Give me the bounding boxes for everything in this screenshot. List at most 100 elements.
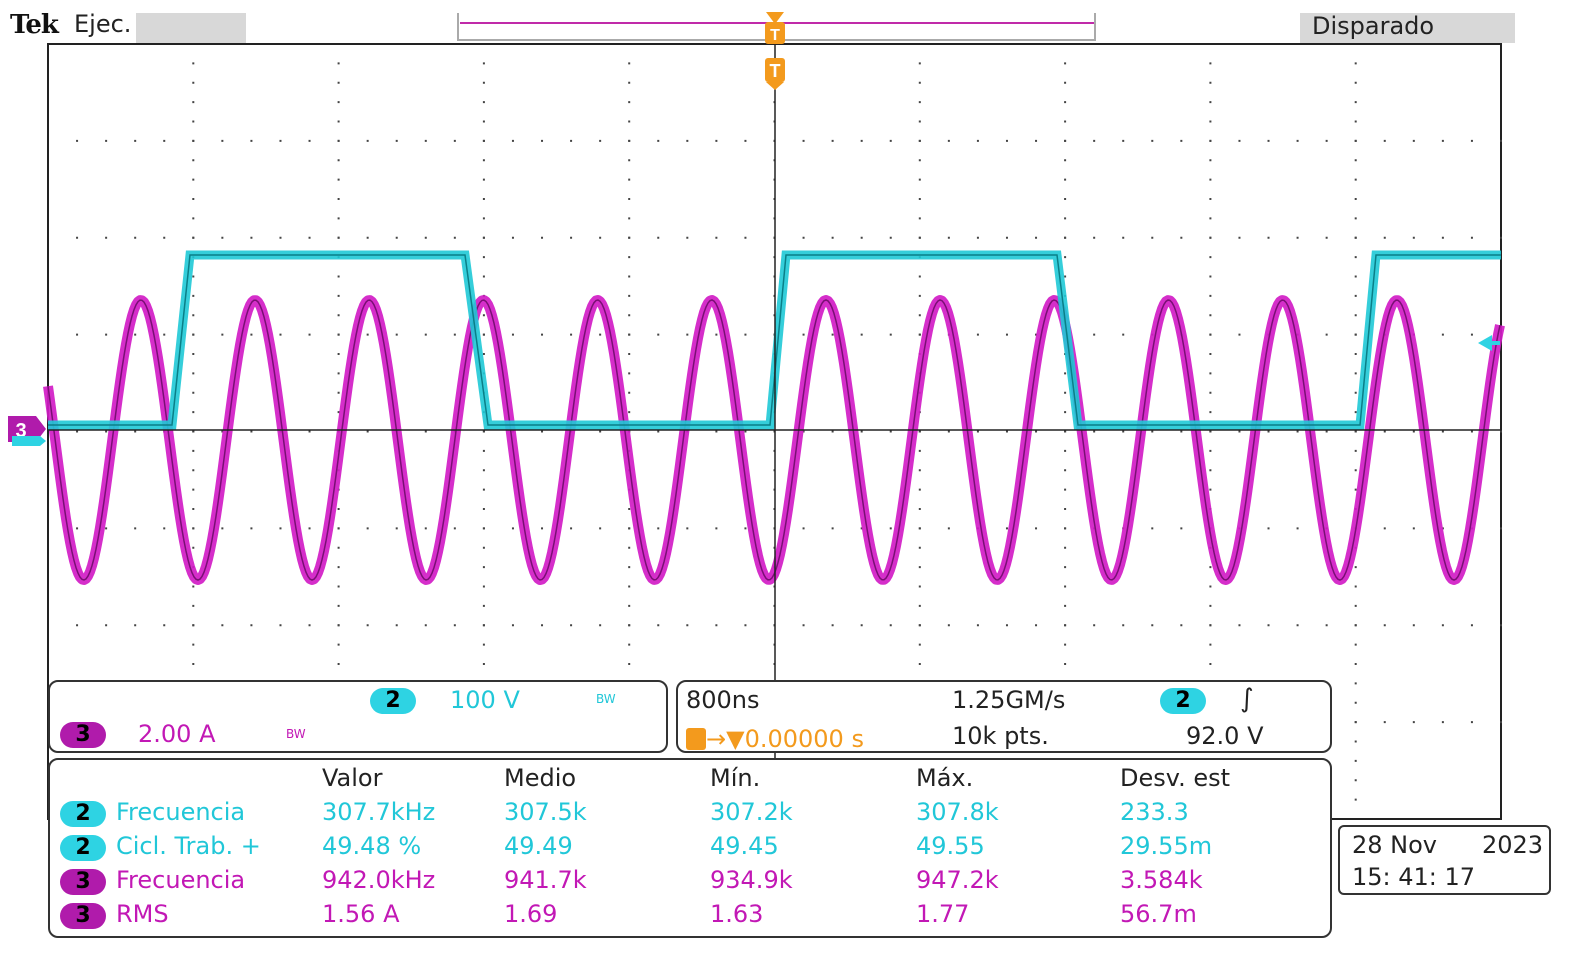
grid-dot bbox=[1354, 488, 1357, 491]
grid-dot bbox=[918, 101, 921, 104]
grid-dot bbox=[482, 469, 485, 472]
grid-dot bbox=[1064, 139, 1067, 142]
grid-dot bbox=[599, 333, 602, 336]
grid-dot bbox=[192, 546, 195, 549]
measurement-row[interactable]: 2 Frecuencia 307.7kHz 307.5k 307.2k 307.… bbox=[50, 798, 1330, 832]
grid-dot bbox=[1209, 566, 1212, 569]
grid-dot bbox=[802, 527, 805, 530]
grid-dot bbox=[337, 508, 340, 510]
grid-dot bbox=[1180, 430, 1183, 433]
grid-dot bbox=[860, 236, 863, 239]
grid-dot bbox=[250, 527, 253, 530]
grid-dot bbox=[1354, 101, 1357, 104]
grid-dot bbox=[1209, 139, 1212, 142]
grid-dot bbox=[918, 604, 921, 607]
trigger-level-marker-tail bbox=[1486, 341, 1500, 345]
grid-dot bbox=[1122, 139, 1125, 142]
horizontal-readout[interactable]: 800ns 1.25GM/s 2 ∫ →▼0.00000 s 10k pts. … bbox=[676, 680, 1332, 753]
grid-dot bbox=[1180, 624, 1183, 627]
grid-dot bbox=[1354, 740, 1357, 743]
measurement-stddev: 29.55m bbox=[1120, 832, 1213, 860]
grid-dot bbox=[744, 236, 747, 239]
grid-dot bbox=[1035, 624, 1038, 627]
grid-dot bbox=[192, 159, 195, 162]
grid-dot bbox=[192, 236, 195, 239]
grid-dot bbox=[918, 585, 921, 588]
grid-dot bbox=[221, 139, 224, 142]
ch2-waveform-core bbox=[48, 254, 1501, 426]
status-panel bbox=[136, 13, 246, 43]
grid-dot bbox=[541, 527, 544, 530]
trigger-position-marker[interactable]: T T bbox=[765, 12, 785, 90]
grid-dot bbox=[1064, 469, 1067, 472]
measurement-row[interactable]: 3 RMS 1.56 A 1.69 1.63 1.77 56.7m bbox=[50, 900, 1330, 934]
date-label: 28 Nov bbox=[1352, 831, 1438, 859]
grid-dot bbox=[599, 527, 602, 530]
grid-dot bbox=[76, 430, 79, 433]
measurement-row[interactable]: 2 Cicl. Trab. + 49.48 % 49.49 49.45 49.5… bbox=[50, 832, 1330, 866]
grid-dot bbox=[1354, 798, 1357, 801]
grid-dot bbox=[453, 139, 456, 142]
grid-dot bbox=[1035, 139, 1038, 142]
grid-dot bbox=[163, 139, 166, 142]
grid-dot bbox=[1354, 353, 1357, 355]
grid-dot bbox=[1064, 604, 1067, 607]
grid-dot bbox=[1238, 236, 1241, 239]
grid-dot bbox=[1209, 236, 1212, 239]
trigger-source-badge[interactable]: 2 bbox=[1160, 688, 1206, 714]
grid-dot bbox=[192, 372, 195, 375]
ch2-ground-marker[interactable] bbox=[12, 436, 46, 446]
grid-dot bbox=[395, 624, 398, 627]
grid-dot bbox=[1500, 527, 1502, 530]
channel-badge: 2 bbox=[60, 801, 106, 827]
grid-dot bbox=[1209, 372, 1212, 375]
grid-dot bbox=[860, 430, 863, 433]
grid-dot bbox=[889, 236, 892, 239]
grid-dot bbox=[744, 139, 747, 142]
grid-dot bbox=[976, 139, 979, 142]
grid-dot bbox=[1354, 178, 1357, 181]
grid-dot bbox=[918, 566, 921, 569]
grid-dot bbox=[308, 527, 311, 530]
grid-dot bbox=[715, 139, 718, 142]
grid-dot bbox=[628, 566, 631, 569]
grid-dot bbox=[192, 120, 195, 123]
ch3-badge[interactable]: 3 bbox=[60, 722, 106, 748]
grid-dot bbox=[1470, 721, 1473, 724]
ch3-scale: 2.00 A bbox=[138, 720, 216, 748]
grid-dot bbox=[337, 275, 340, 278]
grid-dot bbox=[628, 101, 631, 104]
grid-dot bbox=[192, 469, 195, 472]
grid-dot bbox=[482, 624, 485, 627]
record-length: 10k pts. bbox=[952, 722, 1049, 750]
measurement-table[interactable]: Valor Medio Mín. Máx. Desv. est 2 Frecue… bbox=[48, 758, 1332, 938]
grid-dot bbox=[918, 81, 921, 84]
ch2-badge[interactable]: 2 bbox=[370, 688, 416, 714]
grid-dot bbox=[1412, 527, 1415, 530]
grid-dot bbox=[1064, 217, 1067, 220]
grid-dot bbox=[482, 236, 485, 239]
grid-dot bbox=[221, 527, 224, 530]
grid-dot bbox=[395, 236, 398, 239]
grid-dot bbox=[1354, 411, 1357, 414]
measurement-row[interactable]: 3 Frecuencia 942.0kHz 941.7k 934.9k 947.… bbox=[50, 866, 1330, 900]
grid-dot bbox=[482, 585, 485, 588]
grid-dot bbox=[337, 527, 340, 530]
measurement-mean: 49.49 bbox=[504, 832, 573, 860]
measurement-value: 307.7kHz bbox=[322, 798, 436, 826]
svg-text:T: T bbox=[770, 27, 780, 44]
grid-dot bbox=[1325, 333, 1328, 336]
grid-dot bbox=[1209, 333, 1212, 336]
grid-dot bbox=[686, 624, 689, 627]
trigger-level-marker[interactable] bbox=[1478, 335, 1492, 351]
grid-dot bbox=[1064, 159, 1067, 162]
grid-dot bbox=[628, 139, 631, 142]
grid-dot bbox=[1209, 275, 1212, 278]
measurement-name: Cicl. Trab. + bbox=[116, 832, 261, 860]
grid-dot bbox=[192, 333, 195, 336]
ch3-ground-marker[interactable]: 3 bbox=[8, 416, 46, 442]
grid-dot bbox=[831, 527, 834, 530]
vertical-scale-readout[interactable]: 2 100 V BW 3 2.00 A BW bbox=[48, 680, 668, 753]
grid-dot bbox=[628, 198, 631, 200]
grid-dot bbox=[482, 275, 485, 278]
